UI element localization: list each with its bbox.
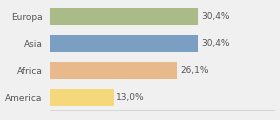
- Bar: [50, 62, 178, 79]
- Text: 30,4%: 30,4%: [201, 39, 229, 48]
- Text: 26,1%: 26,1%: [180, 66, 208, 75]
- Bar: [50, 35, 199, 52]
- Text: 13,0%: 13,0%: [116, 93, 145, 102]
- Bar: [50, 89, 114, 106]
- Bar: [50, 8, 199, 25]
- Text: 30,4%: 30,4%: [201, 12, 229, 21]
